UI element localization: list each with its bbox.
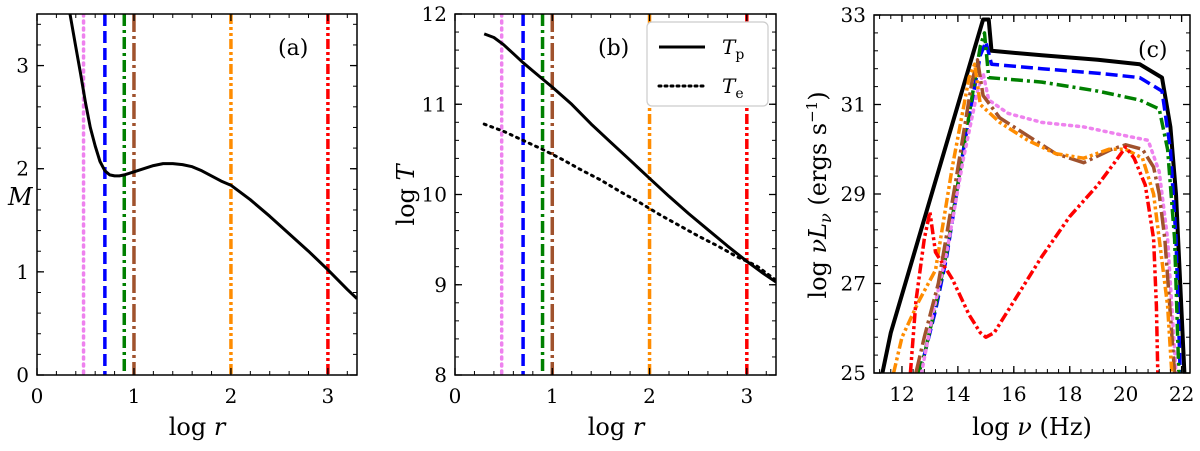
series-t-e [482,122,776,282]
xtick-label: 1 [128,384,141,408]
ytick-label: 33 [841,3,866,27]
panel-c: 12 14 16 18 20 22 25 27 29 31 33 (c) log νLν (ergs… [803,3,1194,441]
series-blue [917,40,1182,373]
ytick-label: 25 [841,361,866,385]
xtick-label: 14 [945,382,970,406]
panel-b-series [482,32,776,284]
panel-a-vlines [81,14,330,375]
panel-a-frame [36,13,358,376]
xtick-label: 3 [322,384,335,408]
panel-a: 0 1 2 3 0 1 2 3 (a) M log r [7,13,358,441]
series-red [908,145,1160,373]
series-orange [891,62,1174,373]
panel-b-label: (b) [598,36,629,61]
panel-c-series [880,17,1187,373]
ytick-label: 12 [422,2,447,26]
panel-c-xlabel: log ν (Hz) [972,413,1092,441]
panel-a-label: (a) [278,36,308,61]
panel-a-xlabel-main: log [169,413,207,441]
ytick-label: 31 [841,93,866,117]
panel-a-xlabel-var: r [214,413,227,441]
panel-c-ticks: 12 14 16 18 20 22 25 27 29 31 33 [841,3,1195,406]
series-t-p [483,32,776,284]
ytick-label: 11 [422,92,447,116]
xtick-label: 3 [740,384,753,408]
panel-b-xlabel: log r [588,413,646,441]
ytick-label: 27 [841,272,866,296]
ytick-label: 10 [422,183,447,207]
xtick-label: 0 [449,384,462,408]
panel-a-ylabel: M [7,183,34,211]
panel-c-ylabel: log νLν (ergs s−1) [803,91,835,298]
series-green [917,31,1181,373]
legend-label-tp: Tp [722,35,744,63]
ytick-label: 0 [16,363,29,387]
panel-a-ticks: 0 1 2 3 0 1 2 3 [16,14,357,408]
ytick-label: 8 [434,363,447,387]
xtick-label: 2 [225,384,238,408]
panel-b-legend: Tp Te [646,21,769,107]
xtick-label: 18 [1057,382,1082,406]
xtick-label: 12 [889,382,914,406]
xtick-label: 2 [643,384,656,408]
xtick-label: 0 [31,384,44,408]
ytick-label: 1 [16,260,29,284]
series-violet [919,71,1178,373]
legend-box [646,21,769,107]
panel-a-series [68,14,357,300]
legend-label-te: Te [722,74,744,102]
series-r-1-total [880,17,1187,373]
ytick-label: 2 [16,157,29,181]
panel-c-label: (c) [1138,38,1168,63]
xtick-label: 20 [1113,382,1138,406]
ytick-label: 3 [16,54,29,78]
panel-b-ylabel: log T [392,162,420,225]
xtick-label: 1 [546,384,559,408]
ytick-label: 9 [434,273,447,297]
panel-a-xlabel: log r [169,413,227,441]
panel-b-vlines [499,14,749,375]
series-m [68,14,357,300]
xtick-label: 22 [1169,382,1194,406]
xtick-label: 16 [1001,382,1026,406]
ytick-label: 29 [841,182,866,206]
